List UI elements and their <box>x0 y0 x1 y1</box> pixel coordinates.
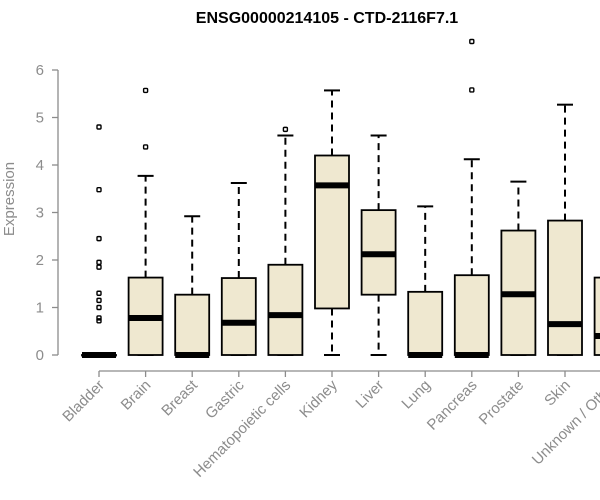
x-tick-label: Liver <box>352 377 387 412</box>
box-group <box>500 180 537 356</box>
box-group <box>127 87 164 356</box>
x-tick-label: Lung <box>398 377 434 413</box>
y-tick-label: 4 <box>36 157 44 174</box>
box <box>267 263 304 356</box>
outlier-point <box>96 315 102 321</box>
outlier-point <box>96 297 102 304</box>
box-series <box>81 38 600 358</box>
box <box>547 219 583 356</box>
box-group <box>174 215 211 358</box>
box <box>407 290 444 356</box>
y-axis-label: Expression <box>1 162 18 236</box>
x-tick-label: Gastric <box>202 376 248 422</box>
x-tick-label: Prostate <box>476 377 528 429</box>
box <box>453 274 490 356</box>
outlier-point <box>96 259 102 266</box>
y-tick-label: 3 <box>36 205 44 222</box>
box-group <box>453 38 490 358</box>
box <box>220 277 257 356</box>
y-tick-label: 2 <box>36 252 44 269</box>
x-tick-label: Bladder <box>59 377 108 426</box>
x-tick-label: Pancreas <box>424 377 481 434</box>
outlier-point <box>469 87 475 93</box>
box-group <box>314 89 350 356</box>
chart-title: ENSG00000214105 - CTD-2116F7.1 <box>196 10 458 27</box>
x-tick-label: Kidney <box>296 376 341 421</box>
y-tick-label: 6 <box>36 62 44 79</box>
box-group <box>360 134 397 356</box>
outlier-point <box>96 318 102 324</box>
y-tick-label: 5 <box>36 110 44 127</box>
outlier-point <box>142 144 149 150</box>
box-group <box>407 205 444 358</box>
x-tick-label: Breast <box>158 376 201 419</box>
outlier-point <box>96 235 102 242</box>
x-tick-label: Brain <box>118 377 155 414</box>
box-group <box>220 182 257 356</box>
box <box>174 293 211 356</box>
box-group <box>267 126 304 356</box>
box-group <box>81 124 117 358</box>
box-group <box>593 276 600 356</box>
box <box>593 276 600 356</box>
outlier-point <box>96 124 102 130</box>
outlier-point <box>96 264 102 270</box>
box-group <box>547 103 583 356</box>
box <box>314 154 350 310</box>
outlier-point <box>469 38 475 45</box>
outlier-point <box>96 186 102 193</box>
outlier-point <box>96 290 102 296</box>
outlier-point <box>282 126 289 133</box>
y-tick-label: 1 <box>36 300 44 317</box>
outlier-point <box>96 304 102 311</box>
x-tick-label: Skin <box>541 377 574 410</box>
y-tick-label: 0 <box>36 347 44 364</box>
y-axis: 0 1 2 3 4 5 6 <box>36 62 59 364</box>
outlier-point <box>142 87 149 94</box>
